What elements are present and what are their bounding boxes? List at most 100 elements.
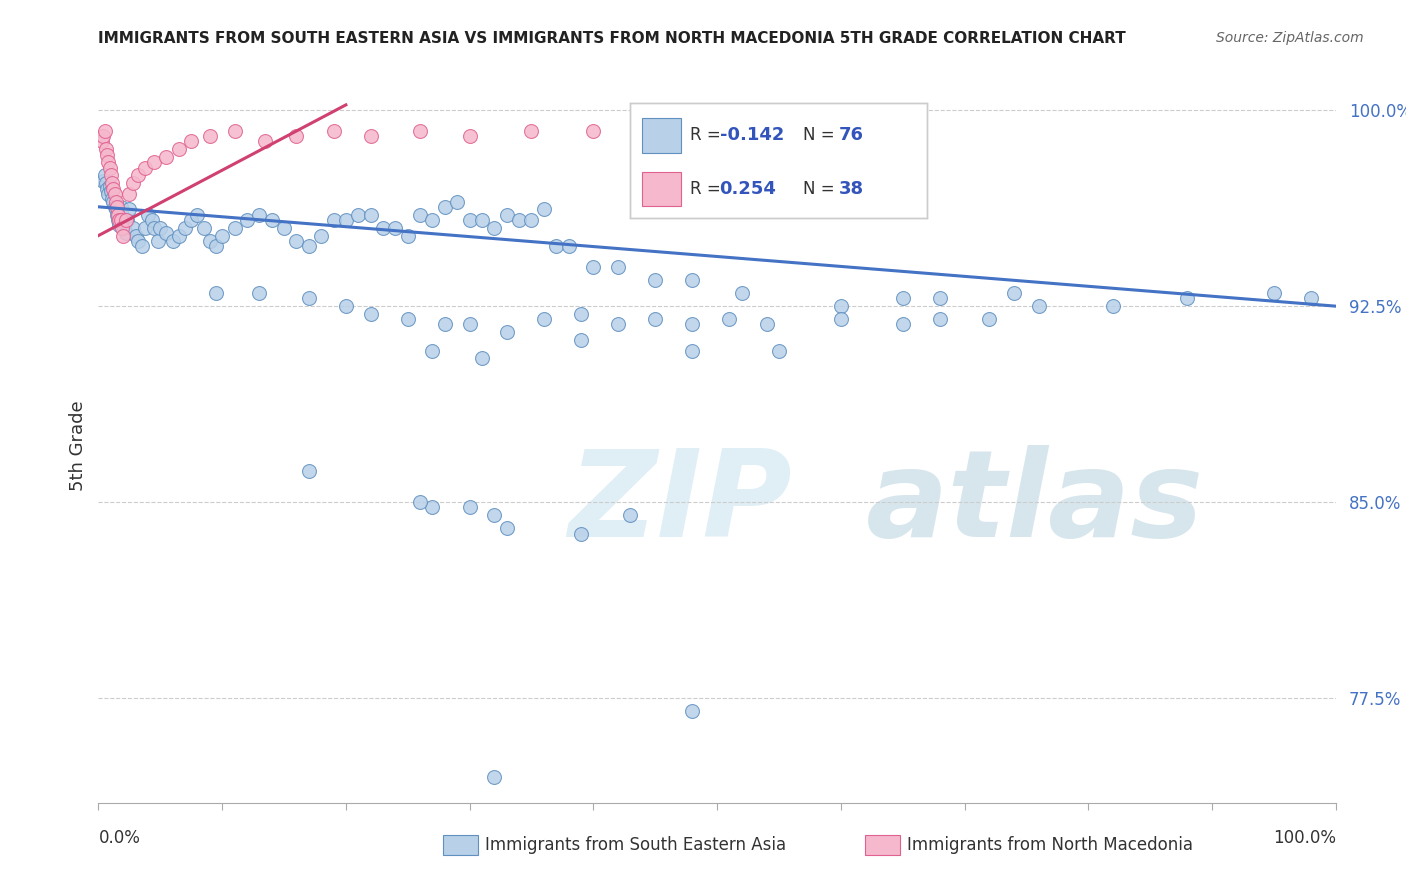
Point — [309, 228, 332, 243]
Point — [103, 194, 125, 209]
Point — [1028, 299, 1050, 313]
Point — [557, 239, 579, 253]
Text: atlas: atlas — [866, 444, 1204, 562]
Point — [569, 526, 592, 541]
Text: ZIP: ZIP — [568, 444, 793, 562]
Point — [98, 161, 121, 175]
Point — [1002, 286, 1025, 301]
Point — [298, 291, 321, 305]
Point — [891, 291, 914, 305]
Point — [347, 208, 370, 222]
Point — [112, 213, 135, 227]
Point — [1175, 291, 1198, 305]
Point — [533, 312, 555, 326]
Point — [422, 213, 444, 227]
Point — [94, 176, 117, 190]
Point — [681, 343, 703, 358]
Point — [254, 135, 277, 149]
Point — [247, 208, 270, 222]
Point — [298, 239, 321, 253]
Point — [533, 202, 555, 217]
Point — [103, 200, 125, 214]
Point — [112, 220, 135, 235]
Point — [127, 234, 149, 248]
Point — [155, 226, 177, 240]
Point — [134, 161, 156, 175]
Text: Immigrants from South Eastern Asia: Immigrants from South Eastern Asia — [485, 836, 786, 854]
Point — [422, 500, 444, 515]
Point — [162, 234, 184, 248]
Point — [174, 220, 197, 235]
Point — [136, 208, 159, 222]
Point — [93, 129, 115, 144]
Point — [731, 286, 754, 301]
Point — [103, 186, 125, 201]
Point — [484, 770, 506, 784]
Point — [127, 169, 149, 183]
Point — [93, 174, 115, 188]
Text: 100.0%: 100.0% — [1272, 829, 1336, 847]
Point — [619, 508, 641, 523]
Point — [830, 299, 852, 313]
Point — [149, 220, 172, 235]
Point — [112, 228, 135, 243]
Point — [409, 495, 432, 509]
Point — [546, 239, 568, 253]
Point — [335, 299, 357, 313]
Point — [108, 218, 131, 232]
Point — [180, 213, 202, 227]
Point — [260, 213, 283, 227]
Point — [471, 351, 494, 366]
Point — [118, 202, 141, 217]
Point — [193, 220, 215, 235]
Point — [103, 181, 125, 195]
Point — [607, 318, 630, 332]
Point — [582, 124, 605, 138]
Point — [93, 124, 115, 138]
Point — [458, 500, 481, 515]
Point — [180, 135, 202, 149]
Point — [458, 318, 481, 332]
Point — [186, 208, 208, 222]
Point — [569, 333, 592, 347]
Point — [111, 220, 134, 235]
Point — [143, 220, 166, 235]
Point — [224, 220, 246, 235]
Text: IMMIGRANTS FROM SOUTH EASTERN ASIA VS IMMIGRANTS FROM NORTH MACEDONIA 5TH GRADE : IMMIGRANTS FROM SOUTH EASTERN ASIA VS IM… — [98, 31, 1126, 46]
Point — [446, 194, 468, 209]
Point — [100, 184, 122, 198]
Point — [104, 194, 127, 209]
Point — [891, 318, 914, 332]
Point — [396, 312, 419, 326]
Point — [433, 318, 456, 332]
Point — [607, 260, 630, 274]
Point — [97, 186, 120, 201]
Point — [205, 239, 228, 253]
Point — [96, 181, 118, 195]
Point — [458, 129, 481, 144]
Point — [96, 147, 118, 161]
Point — [198, 234, 221, 248]
Point — [830, 312, 852, 326]
Point — [298, 464, 321, 478]
Point — [384, 220, 406, 235]
Point — [107, 213, 129, 227]
Point — [681, 273, 703, 287]
Point — [122, 220, 145, 235]
Point — [768, 343, 790, 358]
Point — [115, 213, 138, 227]
Point — [520, 213, 543, 227]
Point — [105, 208, 128, 222]
Y-axis label: 5th Grade: 5th Grade — [69, 401, 87, 491]
Point — [718, 312, 741, 326]
Point — [484, 508, 506, 523]
Point — [755, 318, 778, 332]
Point — [979, 312, 1001, 326]
Point — [471, 213, 494, 227]
Point — [141, 213, 163, 227]
Point — [100, 169, 122, 183]
Point — [110, 213, 132, 227]
Point — [114, 226, 136, 240]
Point — [94, 142, 117, 156]
Point — [495, 208, 517, 222]
